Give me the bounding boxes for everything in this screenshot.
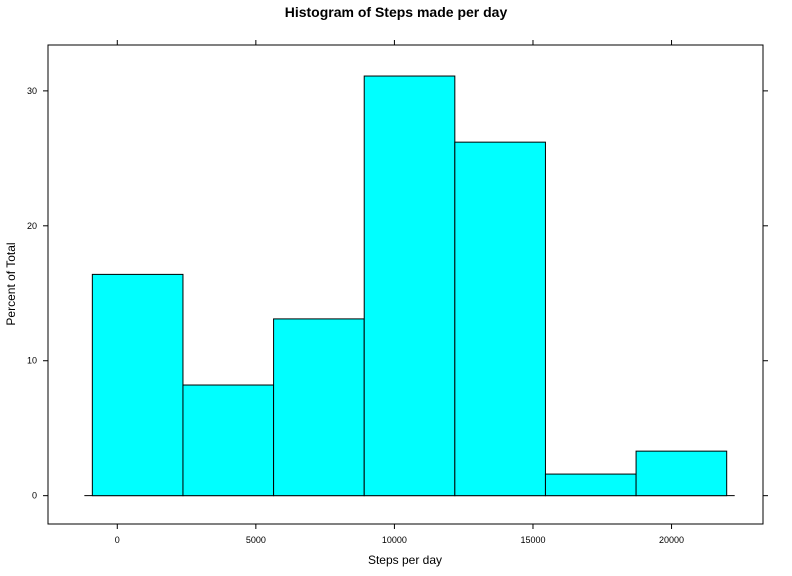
x-axis-label: Steps per day <box>368 553 442 567</box>
y-tick-label-0: 0 <box>32 491 37 501</box>
bars-group <box>91 75 728 497</box>
y-axis-label: Percent of Total <box>4 242 18 325</box>
bar-1 <box>182 384 275 497</box>
bar-3 <box>363 75 456 497</box>
x-tick-label-4: 20000 <box>659 535 684 545</box>
plot-frame <box>47 44 764 525</box>
y-tick-label-2: 20 <box>27 221 37 231</box>
bar-2 <box>273 318 365 497</box>
bar-6 <box>635 450 728 497</box>
ticks-group: 0 5000 10000 15000 20000 0 10 20 30 <box>27 40 768 545</box>
x-tick-label-2: 10000 <box>382 535 407 545</box>
x-tick-label-1: 5000 <box>246 535 266 545</box>
bar-4 <box>454 141 546 497</box>
x-tick-label-3: 15000 <box>520 535 545 545</box>
y-tick-label-1: 10 <box>27 356 37 366</box>
chart-title: Histogram of Steps made per day <box>285 4 508 20</box>
bar-0 <box>91 273 184 497</box>
y-tick-label-3: 30 <box>27 86 37 96</box>
x-tick-label-0: 0 <box>115 535 120 545</box>
bar-5 <box>544 473 637 497</box>
